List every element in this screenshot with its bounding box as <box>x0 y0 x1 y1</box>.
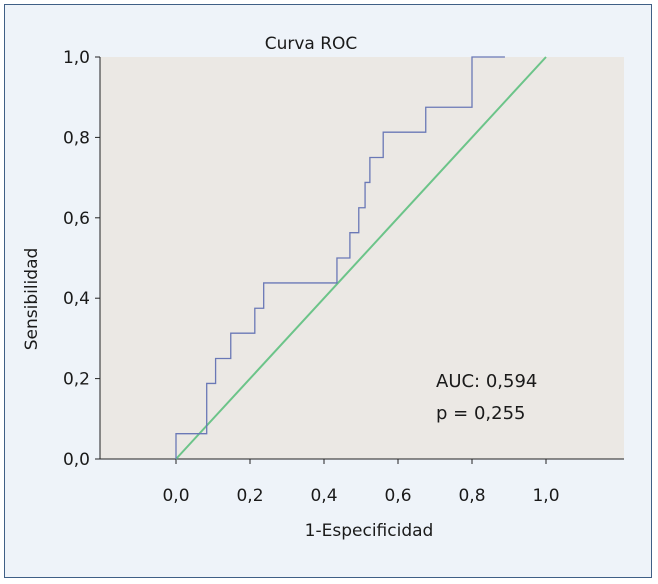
y-tick-label: 0,2 <box>63 370 90 390</box>
x-tick-label: 0,4 <box>310 486 337 506</box>
x-axis: 0,0 0,2 0,4 0,6 0,8 1,0 <box>100 458 624 506</box>
chart-frame: 0,0 0,2 0,4 0,6 0,8 1,0 0,0 0,2 0,4 0,6 0,8 1,0 Cu… <box>4 4 652 578</box>
roc-chart: 0,0 0,2 0,4 0,6 0,8 1,0 0,0 0,2 0,4 0,6 0,8 1,0 Cu… <box>22 34 624 541</box>
chart-title: Curva ROC <box>265 34 358 54</box>
x-tick-label: 1,0 <box>532 486 559 506</box>
p-value-annotation: p = 0,255 <box>436 403 525 424</box>
y-tick-label: 0,4 <box>63 289 90 309</box>
roc-curve-line <box>175 56 505 459</box>
y-tick-label: 0,6 <box>63 209 90 229</box>
series-layer <box>175 56 547 460</box>
y-tick-label: 0,0 <box>63 450 90 470</box>
y-tick-label: 0,8 <box>63 128 90 148</box>
x-tick-label: 0,8 <box>458 486 485 506</box>
x-tick-label: 0,2 <box>236 486 263 506</box>
y-axis-title: Sensibilidad <box>22 248 42 351</box>
y-axis: 0,0 0,2 0,4 0,6 0,8 1,0 <box>63 48 101 470</box>
x-tick-label: 0,0 <box>162 486 189 506</box>
x-tick-label: 0,6 <box>384 486 411 506</box>
y-tick-label: 1,0 <box>63 48 90 68</box>
reference-diagonal-line <box>175 56 547 460</box>
x-axis-title: 1-Especificidad <box>305 521 434 541</box>
auc-annotation: AUC: 0,594 <box>436 371 537 392</box>
